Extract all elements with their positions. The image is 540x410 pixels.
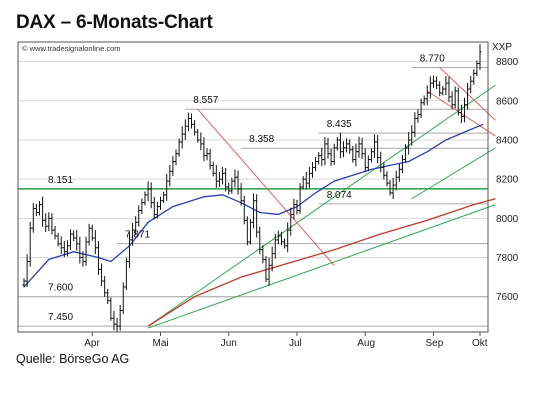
grid-layer (18, 61, 488, 336)
level-label: 7.600 (48, 283, 73, 294)
moving-average-line (23, 123, 484, 288)
trend-line (147, 204, 496, 329)
x-tick-label: Mai (152, 338, 168, 349)
y-tick-label: 8400 (496, 135, 519, 146)
moving-average-line (147, 198, 496, 327)
level-label: 8.074 (327, 190, 352, 201)
x-tick-label: Okt (472, 338, 488, 349)
x-tick-label: Sep (425, 338, 443, 349)
trend-line (147, 84, 496, 327)
level-label: 7.450 (48, 312, 73, 323)
x-tick-label: Jul (289, 338, 302, 349)
plot-frame (17, 41, 489, 333)
level-label: 7.871 (125, 230, 150, 241)
price-bars (22, 44, 482, 332)
y-tick-label: 8800 (496, 57, 519, 68)
x-tick-label: Aug (357, 338, 375, 349)
moving-averages (23, 123, 496, 327)
level-label: 8.358 (249, 134, 274, 145)
y-tick-label: 8200 (496, 175, 519, 186)
level-label: 8.151 (48, 175, 73, 186)
chart-labels: 7600 7800 8000 8200 8400 8600 8800 XXP Apr Mai Jun… (22, 42, 519, 349)
horizontal-levels (18, 66, 488, 327)
chart-source: Quelle: BörseGo AG (16, 352, 130, 366)
y-tick-label: 7600 (496, 292, 519, 303)
level-label: 8.770 (420, 53, 445, 64)
trend-line (411, 147, 496, 200)
trend-line (197, 108, 335, 266)
y-tick-label: 8600 (496, 96, 519, 107)
x-tick-label: Apr (84, 338, 100, 349)
y-tick-label: 8000 (496, 214, 519, 225)
x-tick-label: Jun (221, 338, 237, 349)
watermark-text: © www.tradesignalonline.com (22, 44, 121, 53)
y-tick-label: 7800 (496, 253, 519, 264)
level-label: 8.557 (193, 95, 218, 106)
y-unit-label: XXP (492, 42, 512, 53)
chart-title: DAX – 6-Monats-Chart (16, 12, 213, 33)
level-label: 8.435 (327, 119, 352, 130)
